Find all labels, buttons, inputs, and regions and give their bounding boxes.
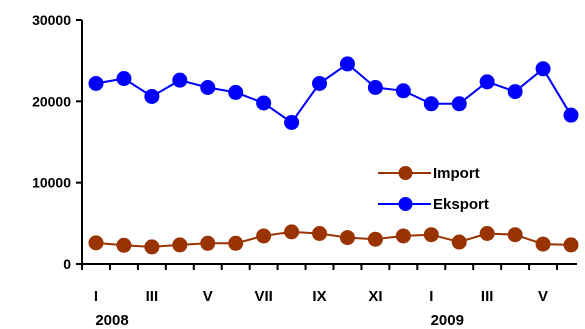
x-tick-label: XI	[368, 288, 382, 305]
legend: Import Eksport	[378, 165, 489, 213]
x-tick-label: I	[429, 288, 433, 305]
data-point-import	[172, 237, 188, 253]
y-tick-label: 10000	[32, 175, 71, 191]
legend-entry-eksport: Eksport	[378, 196, 489, 213]
series-line-eksport	[95, 62, 572, 124]
data-point-eksport	[256, 95, 272, 111]
legend-entry-import: Import	[378, 165, 480, 182]
data-point-import	[479, 226, 495, 241]
x-tick-label: III	[481, 288, 494, 305]
data-point-eksport	[563, 107, 579, 123]
data-point-eksport	[479, 74, 495, 90]
legend-marker-eksport	[398, 197, 413, 211]
data-point-import	[367, 231, 383, 247]
data-point-eksport	[507, 84, 523, 100]
data-point-import	[312, 226, 328, 241]
y-tick-label: 30000	[32, 12, 71, 28]
x-tick-label: III	[146, 288, 159, 305]
series-layer	[88, 56, 579, 255]
data-point-import	[200, 235, 216, 251]
x-tick-labels: I III V VII IX XI I III V	[94, 288, 548, 305]
legend-label-import: Import	[433, 165, 480, 182]
data-point-eksport	[312, 75, 328, 91]
y-tick-label: 20000	[32, 93, 71, 109]
x-tick-label: VII	[254, 288, 272, 305]
data-point-eksport	[339, 56, 355, 72]
data-point-eksport	[144, 88, 160, 104]
y-tick-label: 0	[63, 256, 71, 272]
legend-marker-import	[398, 166, 413, 180]
data-point-import	[451, 234, 467, 250]
series-line-import	[95, 230, 572, 248]
year-labels: 2008 2009	[95, 312, 464, 329]
data-point-eksport	[451, 96, 467, 112]
x-tick-label: IX	[312, 288, 326, 305]
y-tick-labels: 0 10000 20000 30000	[32, 12, 71, 272]
data-point-import	[144, 239, 160, 255]
data-point-eksport	[423, 96, 439, 112]
data-point-import	[535, 236, 551, 252]
data-point-eksport	[535, 61, 551, 77]
data-point-import	[256, 228, 272, 244]
data-point-import	[563, 237, 579, 253]
data-point-import	[284, 224, 300, 240]
year-label: 2009	[431, 312, 464, 329]
x-tick-label: V	[538, 288, 548, 305]
x-tick-label: V	[203, 288, 213, 305]
data-point-import	[228, 235, 244, 251]
data-point-import	[339, 230, 355, 246]
year-label: 2008	[95, 312, 128, 329]
data-point-eksport	[284, 114, 300, 130]
series-import	[88, 224, 579, 255]
data-point-eksport	[395, 83, 411, 99]
data-point-eksport	[200, 80, 216, 96]
data-point-eksport	[172, 72, 188, 88]
data-point-eksport	[228, 84, 244, 100]
legend-label-eksport: Eksport	[433, 196, 489, 213]
data-point-import	[395, 228, 411, 244]
data-point-eksport	[116, 71, 132, 87]
x-tick-label: I	[94, 288, 98, 305]
data-point-import	[116, 237, 132, 253]
data-point-eksport	[88, 75, 104, 91]
data-point-import	[507, 227, 523, 243]
series-eksport	[88, 56, 579, 130]
data-point-eksport	[367, 80, 383, 96]
data-point-import	[88, 235, 104, 251]
data-point-import	[423, 227, 439, 243]
axes	[76, 19, 577, 270]
